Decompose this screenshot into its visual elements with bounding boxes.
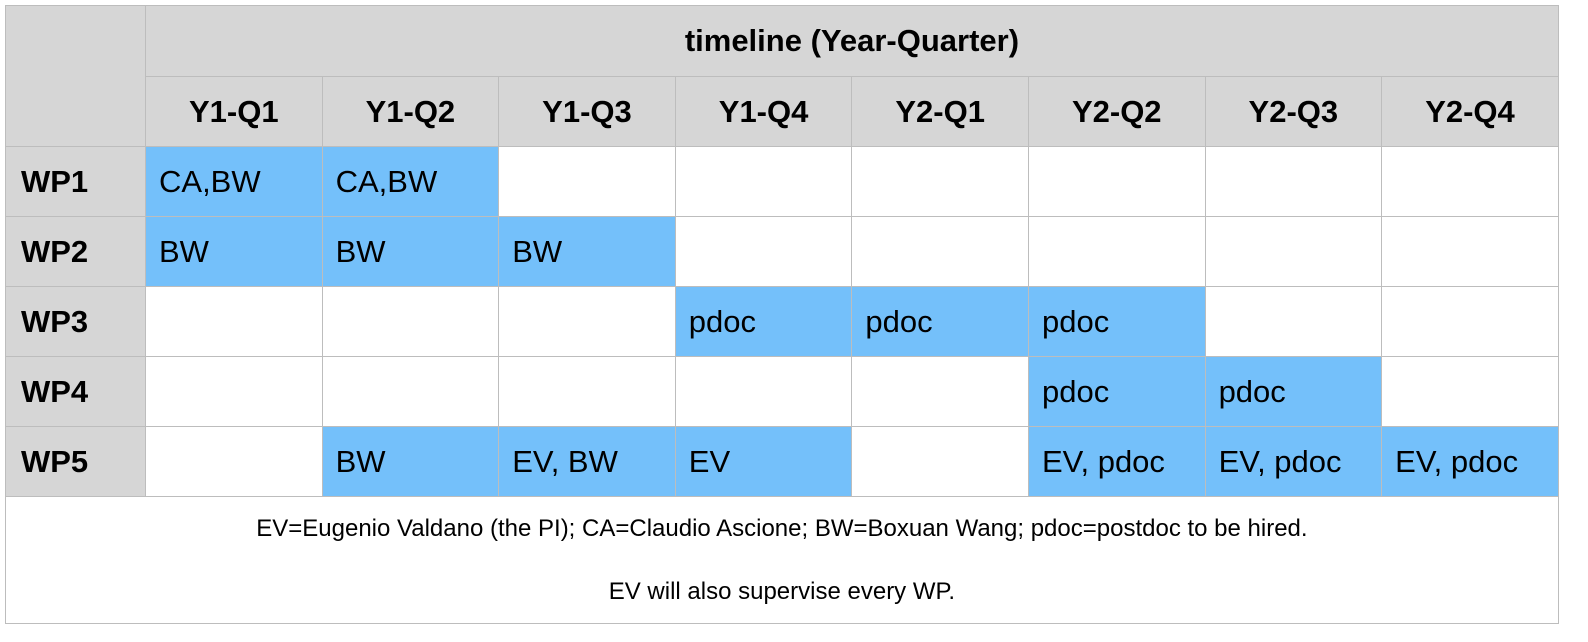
- timeline-cell: CA,BW: [321, 146, 500, 217]
- timeline-cell: [1381, 216, 1559, 287]
- table-row-wp3: WP3 pdoc pdoc pdoc: [5, 286, 1559, 357]
- timeline-cell: [145, 426, 323, 497]
- quarter-header-y2-q1: Y2-Q1: [851, 76, 1029, 147]
- timeline-cell: [1381, 356, 1559, 427]
- timeline-cell: [321, 286, 500, 357]
- timeline-cell: [498, 146, 676, 217]
- timeline-cell: EV, pdoc: [1204, 426, 1383, 497]
- quarter-header-y2-q2: Y2-Q2: [1027, 76, 1206, 147]
- timeline-cell: [851, 426, 1029, 497]
- timeline-cell: [1027, 216, 1206, 287]
- timeline-cell: EV, pdoc: [1381, 426, 1559, 497]
- corner-cell: [5, 5, 146, 147]
- quarter-header-y2-q4: Y2-Q4: [1381, 76, 1559, 147]
- timeline-cell: EV: [674, 426, 853, 497]
- timeline-cell: [851, 146, 1029, 217]
- timeline-cell: EV, pdoc: [1027, 426, 1206, 497]
- timeline-cell: [1204, 286, 1383, 357]
- timeline-cell: pdoc: [851, 286, 1029, 357]
- timeline-cell: [321, 356, 500, 427]
- quarter-header-y1-q4: Y1-Q4: [674, 76, 853, 147]
- timeline-cell: pdoc: [1027, 286, 1206, 357]
- row-label-wp1: WP1: [5, 146, 146, 217]
- table-row-wp1: WP1 CA,BW CA,BW: [5, 146, 1559, 217]
- notes-row: EV=Eugenio Valdano (the PI); CA=Claudio …: [5, 496, 1559, 624]
- timeline-cell: [674, 216, 853, 287]
- timeline-cell: [1381, 146, 1559, 217]
- timeline-cell: [1381, 286, 1559, 357]
- table-row-wp2: WP2 BW BW BW: [5, 216, 1559, 287]
- timeline-cell: EV, BW: [498, 426, 676, 497]
- header-row-quarters: Y1-Q1 Y1-Q2 Y1-Q3 Y1-Q4 Y2-Q1 Y2-Q2 Y2-Q3 Y2-Q4: [6, 76, 1559, 147]
- timeline-cell: [851, 216, 1029, 287]
- timeline-cell: [498, 286, 676, 357]
- timeline-cell: [851, 356, 1029, 427]
- timeline-cell: BW: [145, 216, 323, 287]
- timeline-cell: pdoc: [1204, 356, 1383, 427]
- timeline-cell: pdoc: [1027, 356, 1206, 427]
- row-label-wp4: WP4: [5, 356, 146, 427]
- timeline-cell: CA,BW: [145, 146, 323, 217]
- timeline-cell: [145, 356, 323, 427]
- timeline-cell: BW: [321, 216, 500, 287]
- timeline-cell: [674, 356, 853, 427]
- timeline-table: timeline (Year-Quarter) Y1-Q1 Y1-Q2 Y1-Q3 Y…: [5, 5, 1559, 624]
- timeline-cell: pdoc: [674, 286, 853, 357]
- legend-note: EV=Eugenio Valdano (the PI); CA=Claudio …: [256, 515, 1308, 542]
- timeline-header: timeline (Year-Quarter): [145, 5, 1559, 77]
- quarter-header-y1-q3: Y1-Q3: [498, 76, 676, 147]
- timeline-cell: [145, 286, 323, 357]
- timeline-cell: BW: [321, 426, 500, 497]
- row-label-wp3: WP3: [5, 286, 146, 357]
- header-row-timeline: timeline (Year-Quarter): [5, 5, 1559, 147]
- row-label-wp2: WP2: [5, 216, 146, 287]
- timeline-cell: [1027, 146, 1206, 217]
- timeline-table-container: timeline (Year-Quarter) Y1-Q1 Y1-Q2 Y1-Q3 Y…: [5, 5, 1559, 624]
- table-row-wp4: WP4 pdoc pdoc: [5, 356, 1559, 427]
- supervision-note: EV will also supervise every WP.: [608, 578, 956, 605]
- quarter-header-y1-q1: Y1-Q1: [145, 76, 323, 147]
- table-row-wp5: WP5 BW EV, BW EV EV, pdoc EV, pdoc EV, pdoc: [5, 426, 1559, 497]
- timeline-cell: [1204, 216, 1383, 287]
- timeline-cell: BW: [498, 216, 676, 287]
- timeline-cell: [674, 146, 853, 217]
- quarter-header-y2-q3: Y2-Q3: [1204, 76, 1383, 147]
- row-label-wp5: WP5: [5, 426, 146, 497]
- quarter-header-y1-q2: Y1-Q2: [321, 76, 500, 147]
- timeline-cell: [498, 356, 676, 427]
- notes-cell: EV=Eugenio Valdano (the PI); CA=Claudio …: [5, 496, 1559, 624]
- timeline-cell: [1204, 146, 1383, 217]
